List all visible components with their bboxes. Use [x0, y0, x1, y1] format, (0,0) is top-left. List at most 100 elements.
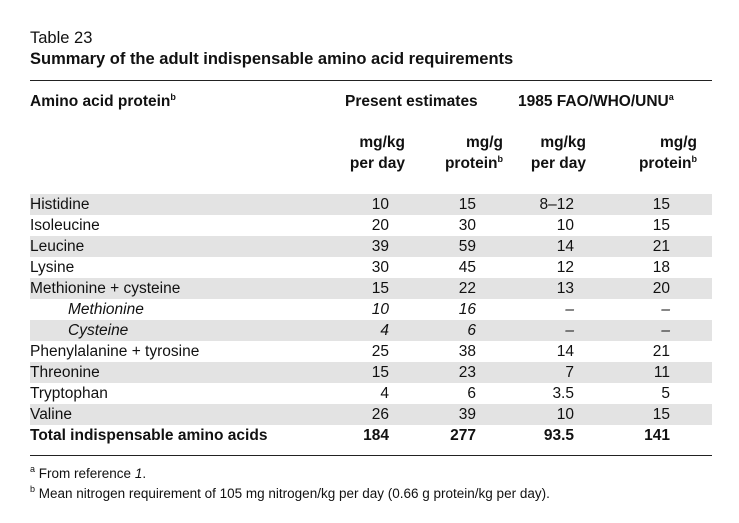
row-name: Methionine — [68, 301, 144, 318]
table-row-lysine: Lysine 30 45 12 18 — [30, 257, 712, 278]
group-header-present: Present estimates — [345, 93, 478, 110]
cell-present-mgkg: 15 — [371, 280, 389, 297]
row-name: Isoleucine — [30, 217, 100, 234]
row-name: Lysine — [30, 259, 75, 276]
cell-1985-mgkg: – — [565, 322, 574, 339]
cell-present-mgg: 30 — [458, 217, 476, 234]
row-name: Histidine — [30, 196, 90, 213]
row-name: Threonine — [30, 364, 100, 381]
cell-present-mgkg: 26 — [371, 406, 389, 423]
unit-header-c2-line1: mg/g — [465, 134, 503, 151]
footnote-a-text: From reference — [38, 466, 135, 481]
cell-1985-mgg: 18 — [652, 259, 670, 276]
cell-1985-mgg: 20 — [652, 280, 670, 297]
cell-present-mgkg: 10 — [371, 301, 389, 318]
cell-present-mgkg: 10 — [371, 196, 389, 213]
table-number: Table 23 — [30, 29, 93, 47]
cell-present-mgg: 59 — [458, 238, 476, 255]
row-name: Cysteine — [68, 322, 129, 339]
unit-header-c2: mg/g proteinb — [445, 132, 503, 174]
table-row-cysteine: Cysteine 4 6 – – — [30, 320, 712, 341]
top-rule — [30, 80, 712, 81]
table-row-total: Total indispensable amino acids 184 277 … — [30, 425, 712, 446]
cell-present-mgkg: 25 — [371, 343, 389, 360]
cell-1985-mgg: – — [661, 322, 670, 339]
cell-1985-mgg: – — [661, 301, 670, 318]
unit-header-c4-line1: mg/g — [659, 134, 697, 151]
group-header-1985-text: 1985 FAO/WHO/UNU — [518, 93, 669, 110]
unit-header-c4: mg/g proteinb — [639, 132, 697, 174]
unit-header-c1-line2: per day — [349, 155, 405, 172]
row-name: Valine — [30, 406, 72, 423]
row-shading — [30, 362, 712, 383]
table-row-methionine-cysteine: Methionine + cysteine 15 22 13 20 — [30, 278, 712, 299]
cell-present-mgkg: 184 — [363, 427, 389, 444]
unit-header-c3-line2: per day — [530, 155, 586, 172]
cell-present-mgkg: 20 — [371, 217, 389, 234]
cell-1985-mgg: 15 — [652, 217, 670, 234]
cell-present-mgg: 277 — [450, 427, 476, 444]
cell-present-mgg: 6 — [467, 385, 476, 402]
cell-present-mgg: 22 — [458, 280, 476, 297]
cell-1985-mgkg: 14 — [556, 343, 574, 360]
cell-1985-mgkg: – — [565, 301, 574, 318]
row-name: Phenylalanine + tyrosine — [30, 343, 200, 360]
column-header-amino-acid-text: Amino acid protein — [30, 93, 171, 110]
row-shading — [30, 194, 712, 215]
cell-1985-mgkg: 3.5 — [552, 385, 574, 402]
cell-present-mgg: 39 — [458, 406, 476, 423]
unit-header-c2-sup: b — [497, 154, 504, 164]
cell-1985-mgkg: 8–12 — [539, 196, 574, 213]
cell-1985-mgkg: 12 — [556, 259, 574, 276]
group-header-1985: 1985 FAO/WHO/UNUa — [518, 93, 674, 111]
row-name: Methionine + cysteine — [30, 280, 181, 297]
cell-1985-mgkg: 13 — [556, 280, 574, 297]
bottom-rule — [30, 455, 712, 456]
cell-1985-mgg: 21 — [652, 343, 670, 360]
footnote-a-ref: 1 — [134, 466, 143, 481]
cell-1985-mgkg: 14 — [556, 238, 574, 255]
row-shading — [30, 404, 712, 425]
unit-header-c3: mg/kg per day — [531, 132, 586, 174]
cell-present-mgg: 16 — [458, 301, 476, 318]
row-shading — [30, 236, 712, 257]
footnote-b: b Mean nitrogen requirement of 105 mg ni… — [30, 485, 550, 502]
cell-present-mgg: 45 — [458, 259, 476, 276]
cell-1985-mgg: 15 — [652, 406, 670, 423]
table-row-leucine: Leucine 39 59 14 21 — [30, 236, 712, 257]
row-shading — [30, 278, 712, 299]
table-title: Summary of the adult indispensable amino… — [30, 50, 514, 68]
table-row-isoleucine: Isoleucine 20 30 10 15 — [30, 215, 712, 236]
footnote-b-text: Mean nitrogen requirement of 105 mg nitr… — [38, 486, 550, 501]
column-header-amino-acid: Amino acid proteinb — [30, 93, 176, 111]
row-name: Total indispensable amino acids — [30, 427, 268, 444]
table-row-tryptophan: Tryptophan 4 6 3.5 5 — [30, 383, 712, 404]
cell-present-mgg: 15 — [458, 196, 476, 213]
unit-header-c4-line2-text: protein — [638, 155, 692, 172]
cell-1985-mgkg: 93.5 — [543, 427, 574, 444]
cell-present-mgkg: 15 — [371, 364, 389, 381]
unit-header-c1-line1: mg/kg — [359, 134, 405, 151]
table-row-threonine: Threonine 15 23 7 11 — [30, 362, 712, 383]
cell-1985-mgg: 11 — [653, 364, 670, 381]
cell-1985-mgkg: 7 — [565, 364, 574, 381]
cell-present-mgg: 23 — [458, 364, 476, 381]
cell-1985-mgg: 141 — [644, 427, 670, 444]
footnote-a: a From reference 1. — [30, 465, 147, 482]
unit-header-c2-line2-text: protein — [444, 155, 498, 172]
table-row-methionine: Methionine 10 16 – – — [30, 299, 712, 320]
cell-present-mgkg: 30 — [371, 259, 389, 276]
unit-header-c2-line2: proteinb — [445, 153, 503, 174]
unit-header-c4-line2: proteinb — [639, 153, 697, 174]
cell-1985-mgg: 15 — [652, 196, 670, 213]
column-header-amino-acid-sup: b — [170, 92, 176, 102]
cell-1985-mgkg: 10 — [556, 217, 574, 234]
footnote-a-end: . — [142, 466, 147, 481]
table-row-phenylalanine-tyrosine: Phenylalanine + tyrosine 25 38 14 21 — [30, 341, 712, 362]
cell-1985-mgg: 5 — [661, 385, 670, 402]
cell-present-mgg: 38 — [458, 343, 476, 360]
group-header-1985-sup: a — [668, 92, 674, 102]
cell-present-mgkg: 4 — [380, 322, 389, 339]
cell-1985-mgg: 21 — [652, 238, 670, 255]
cell-1985-mgkg: 10 — [556, 406, 574, 423]
